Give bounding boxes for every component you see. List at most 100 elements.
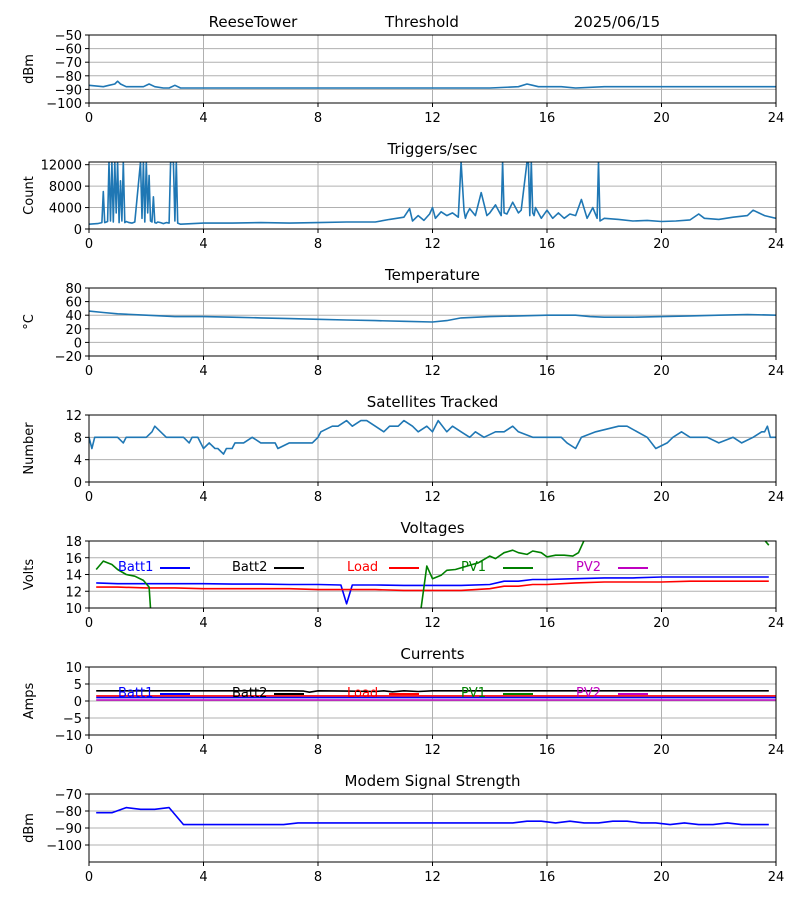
- temperature-title: Temperature: [384, 266, 480, 284]
- satellites-xtick-label: 24: [768, 490, 785, 505]
- modem-xtick-label: 4: [199, 870, 207, 885]
- triggers-xtick-label: 16: [539, 237, 556, 252]
- satellites-series-line: [89, 419, 776, 455]
- voltages-xtick-label: 24: [768, 616, 785, 631]
- currents-title: Currents: [400, 645, 464, 663]
- threshold-ylabel: dBm: [22, 54, 37, 84]
- satellites-xtick-label: 8: [314, 490, 322, 505]
- modem-chart: 0 4 8 12 16 20 24 −100 −90 −80 −70 Modem Signal Str…: [22, 772, 784, 885]
- temperature-xtick-label: 12: [424, 364, 441, 379]
- threshold-xtick-label: 12: [424, 111, 441, 126]
- modem-xtick-label: 8: [314, 870, 322, 885]
- modem-series-line: [96, 806, 769, 826]
- triggers-xtick-label: 24: [768, 237, 785, 252]
- temperature-xtick-label: 20: [653, 364, 670, 379]
- currents-xtick-label: 12: [424, 743, 441, 758]
- voltages-legend-label: Batt2: [232, 560, 267, 575]
- voltages-xtick-label: 8: [314, 616, 322, 631]
- currents-legend-label: Batt2: [232, 686, 267, 701]
- satellites-ytick-label: 0: [74, 476, 82, 491]
- triggers-ytick-label: 4000: [49, 202, 82, 217]
- voltages-series-line: [96, 576, 769, 605]
- currents-xtick-label: 20: [653, 743, 670, 758]
- triggers-xtick-label: 4: [199, 237, 207, 252]
- currents-chart: 0 4 8 12 16 20 24 −10 −5 0 5 10 Currents Amps Batt1 Bat…: [22, 645, 784, 758]
- voltages-ytick-label: 14: [65, 569, 82, 584]
- currents-series-line: [96, 689, 769, 694]
- temperature-ytick-label: 60: [65, 296, 82, 311]
- voltages-xtick-label: 20: [653, 616, 670, 631]
- temperature-xtick-label: 8: [314, 364, 322, 379]
- satellites-ytick-label: 12: [65, 409, 82, 424]
- voltages-xtick-label: 16: [539, 616, 556, 631]
- temperature-ylabel: °C: [22, 314, 37, 330]
- triggers-ytick-label: 0: [74, 223, 82, 238]
- temperature-xtick-label: 24: [768, 364, 785, 379]
- triggers-xtick-label: 20: [653, 237, 670, 252]
- temperature-ytick-label: 80: [65, 282, 82, 297]
- currents-xtick-label: 16: [539, 743, 556, 758]
- temperature-ytick-label: 20: [65, 323, 82, 338]
- modem-xtick-label: 16: [539, 870, 556, 885]
- currents-ylabel: Amps: [22, 682, 37, 719]
- satellites-chart: 0 4 8 12 16 20 24 0 4 8 12 Satellites Tracked Number: [22, 393, 784, 505]
- voltages-legend-label: PV2: [576, 560, 601, 575]
- modem-xtick-label: 20: [653, 870, 670, 885]
- currents-xtick-label: 24: [768, 743, 785, 758]
- header-date: 2025/06/15: [574, 13, 660, 31]
- threshold-xtick-label: 24: [768, 111, 785, 126]
- threshold-ytick-label: −100: [46, 97, 82, 112]
- threshold-xtick-label: 8: [314, 111, 322, 126]
- temperature-xtick-label: 0: [85, 364, 93, 379]
- voltages-title: Voltages: [400, 519, 464, 537]
- triggers-ylabel: Count: [22, 176, 37, 215]
- satellites-xtick-label: 16: [539, 490, 556, 505]
- voltages-ytick-label: 10: [65, 602, 82, 617]
- currents-ytick-label: 5: [74, 678, 82, 693]
- currents-ytick-label: −5: [63, 712, 82, 727]
- temperature-series-line: [89, 310, 776, 323]
- modem-ytick-label: −70: [55, 788, 82, 803]
- temperature-ytick-label: 40: [65, 309, 82, 324]
- voltages-ytick-label: 16: [65, 552, 82, 567]
- triggers-title: Triggers/sec: [387, 140, 478, 158]
- temperature-ytick-label: 0: [74, 336, 82, 351]
- temperature-ytick-label: −20: [55, 350, 82, 365]
- modem-xtick-label: 0: [85, 870, 93, 885]
- voltages-series-line: [95, 541, 770, 608]
- threshold-ytick-label: −60: [55, 43, 82, 58]
- satellites-xtick-label: 20: [653, 490, 670, 505]
- triggers-ytick-label: 12000: [41, 159, 82, 174]
- temperature-xtick-label: 16: [539, 364, 556, 379]
- threshold-ytick-label: −70: [55, 56, 82, 71]
- triggers-xtick-label: 0: [85, 237, 93, 252]
- currents-ytick-label: 10: [65, 661, 82, 676]
- currents-legend-label: Load: [347, 686, 378, 701]
- modem-xtick-label: 24: [768, 870, 785, 885]
- triggers-xtick-label: 8: [314, 237, 322, 252]
- currents-legend-label: PV1: [461, 686, 486, 701]
- threshold-xtick-label: 4: [199, 111, 207, 126]
- voltages-legend-label: PV1: [461, 560, 486, 575]
- modem-title: Modem Signal Strength: [345, 772, 521, 790]
- satellites-ylabel: Number: [22, 422, 37, 475]
- header-label: Threshold: [384, 13, 459, 31]
- currents-xtick-label: 4: [199, 743, 207, 758]
- currents-ytick-label: 0: [74, 695, 82, 710]
- voltages-xtick-label: 0: [85, 616, 93, 631]
- satellites-ytick-label: 4: [74, 454, 82, 469]
- threshold-xtick-label: 0: [85, 111, 93, 126]
- satellites-xtick-label: 4: [199, 490, 207, 505]
- voltages-xtick-label: 12: [424, 616, 441, 631]
- threshold-ytick-label: −80: [55, 70, 82, 85]
- voltages-xtick-label: 4: [199, 616, 207, 631]
- currents-legend-label: Batt1: [118, 686, 153, 701]
- currents-xtick-label: 8: [314, 743, 322, 758]
- threshold-xtick-label: 20: [653, 111, 670, 126]
- voltages-legend-label: Batt1: [118, 560, 153, 575]
- voltages-series-line: [96, 580, 769, 592]
